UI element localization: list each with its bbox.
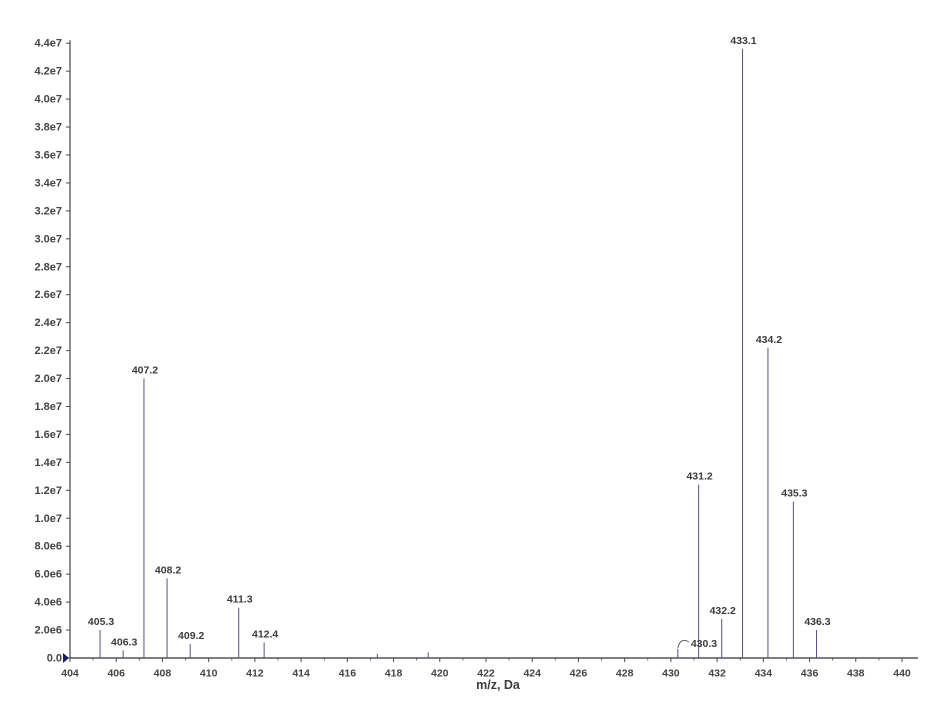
svg-text:436: 436 bbox=[801, 668, 819, 680]
svg-text:4.4e7: 4.4e7 bbox=[34, 38, 62, 50]
svg-text:418: 418 bbox=[385, 668, 403, 680]
svg-text:3.8e7: 3.8e7 bbox=[34, 122, 62, 134]
svg-text:m/z, Da: m/z, Da bbox=[476, 678, 521, 692]
svg-text:2.6e7: 2.6e7 bbox=[34, 289, 62, 301]
svg-text:438: 438 bbox=[847, 668, 865, 680]
svg-text:2.0e6: 2.0e6 bbox=[34, 625, 62, 637]
svg-text:1.6e7: 1.6e7 bbox=[34, 429, 62, 441]
svg-text:435.3: 435.3 bbox=[781, 488, 807, 500]
svg-text:432: 432 bbox=[708, 668, 726, 680]
svg-text:405.3: 405.3 bbox=[88, 616, 114, 628]
svg-text:3.4e7: 3.4e7 bbox=[34, 177, 62, 189]
svg-text:1.2e7: 1.2e7 bbox=[34, 485, 62, 497]
svg-text:436.3: 436.3 bbox=[804, 616, 830, 628]
svg-text:4.2e7: 4.2e7 bbox=[34, 66, 62, 78]
svg-text:420: 420 bbox=[431, 668, 449, 680]
svg-text:408: 408 bbox=[154, 668, 172, 680]
svg-text:430.3: 430.3 bbox=[691, 638, 717, 650]
svg-text:3.2e7: 3.2e7 bbox=[34, 205, 62, 217]
svg-text:410: 410 bbox=[200, 668, 218, 680]
svg-text:404: 404 bbox=[61, 668, 79, 680]
svg-text:432.2: 432.2 bbox=[710, 605, 736, 617]
svg-text:408.2: 408.2 bbox=[155, 564, 181, 576]
svg-text:440: 440 bbox=[893, 668, 911, 680]
svg-text:6.0e6: 6.0e6 bbox=[34, 569, 62, 581]
svg-text:424: 424 bbox=[523, 668, 541, 680]
svg-text:2.8e7: 2.8e7 bbox=[34, 261, 62, 273]
svg-text:431.2: 431.2 bbox=[686, 471, 712, 483]
svg-text:8.0e6: 8.0e6 bbox=[34, 541, 62, 553]
svg-text:409.2: 409.2 bbox=[178, 630, 204, 642]
svg-text:2.2e7: 2.2e7 bbox=[34, 345, 62, 357]
svg-text:428: 428 bbox=[616, 668, 634, 680]
svg-text:412.4: 412.4 bbox=[252, 629, 278, 641]
svg-text:1.0e7: 1.0e7 bbox=[34, 513, 62, 525]
svg-text:2.0e7: 2.0e7 bbox=[34, 373, 62, 385]
svg-text:434.2: 434.2 bbox=[756, 334, 782, 346]
svg-text:2.4e7: 2.4e7 bbox=[34, 317, 62, 329]
svg-text:4.0e7: 4.0e7 bbox=[34, 94, 62, 106]
svg-text:4.0e6: 4.0e6 bbox=[34, 597, 62, 609]
svg-text:434: 434 bbox=[755, 668, 773, 680]
svg-text:407.2: 407.2 bbox=[132, 365, 158, 377]
svg-text:406.3: 406.3 bbox=[111, 636, 137, 648]
svg-text:3.0e7: 3.0e7 bbox=[34, 233, 62, 245]
svg-text:3.6e7: 3.6e7 bbox=[34, 149, 62, 161]
svg-text:412: 412 bbox=[246, 668, 264, 680]
svg-text:406: 406 bbox=[107, 668, 125, 680]
svg-text:411.3: 411.3 bbox=[227, 594, 253, 606]
svg-text:1.8e7: 1.8e7 bbox=[34, 401, 62, 413]
svg-text:0.0: 0.0 bbox=[47, 653, 62, 665]
svg-text:416: 416 bbox=[339, 668, 357, 680]
svg-text:1.4e7: 1.4e7 bbox=[34, 457, 62, 469]
svg-text:433.1: 433.1 bbox=[730, 35, 756, 47]
svg-text:414: 414 bbox=[292, 668, 310, 680]
svg-text:426: 426 bbox=[570, 668, 588, 680]
svg-text:430: 430 bbox=[662, 668, 680, 680]
